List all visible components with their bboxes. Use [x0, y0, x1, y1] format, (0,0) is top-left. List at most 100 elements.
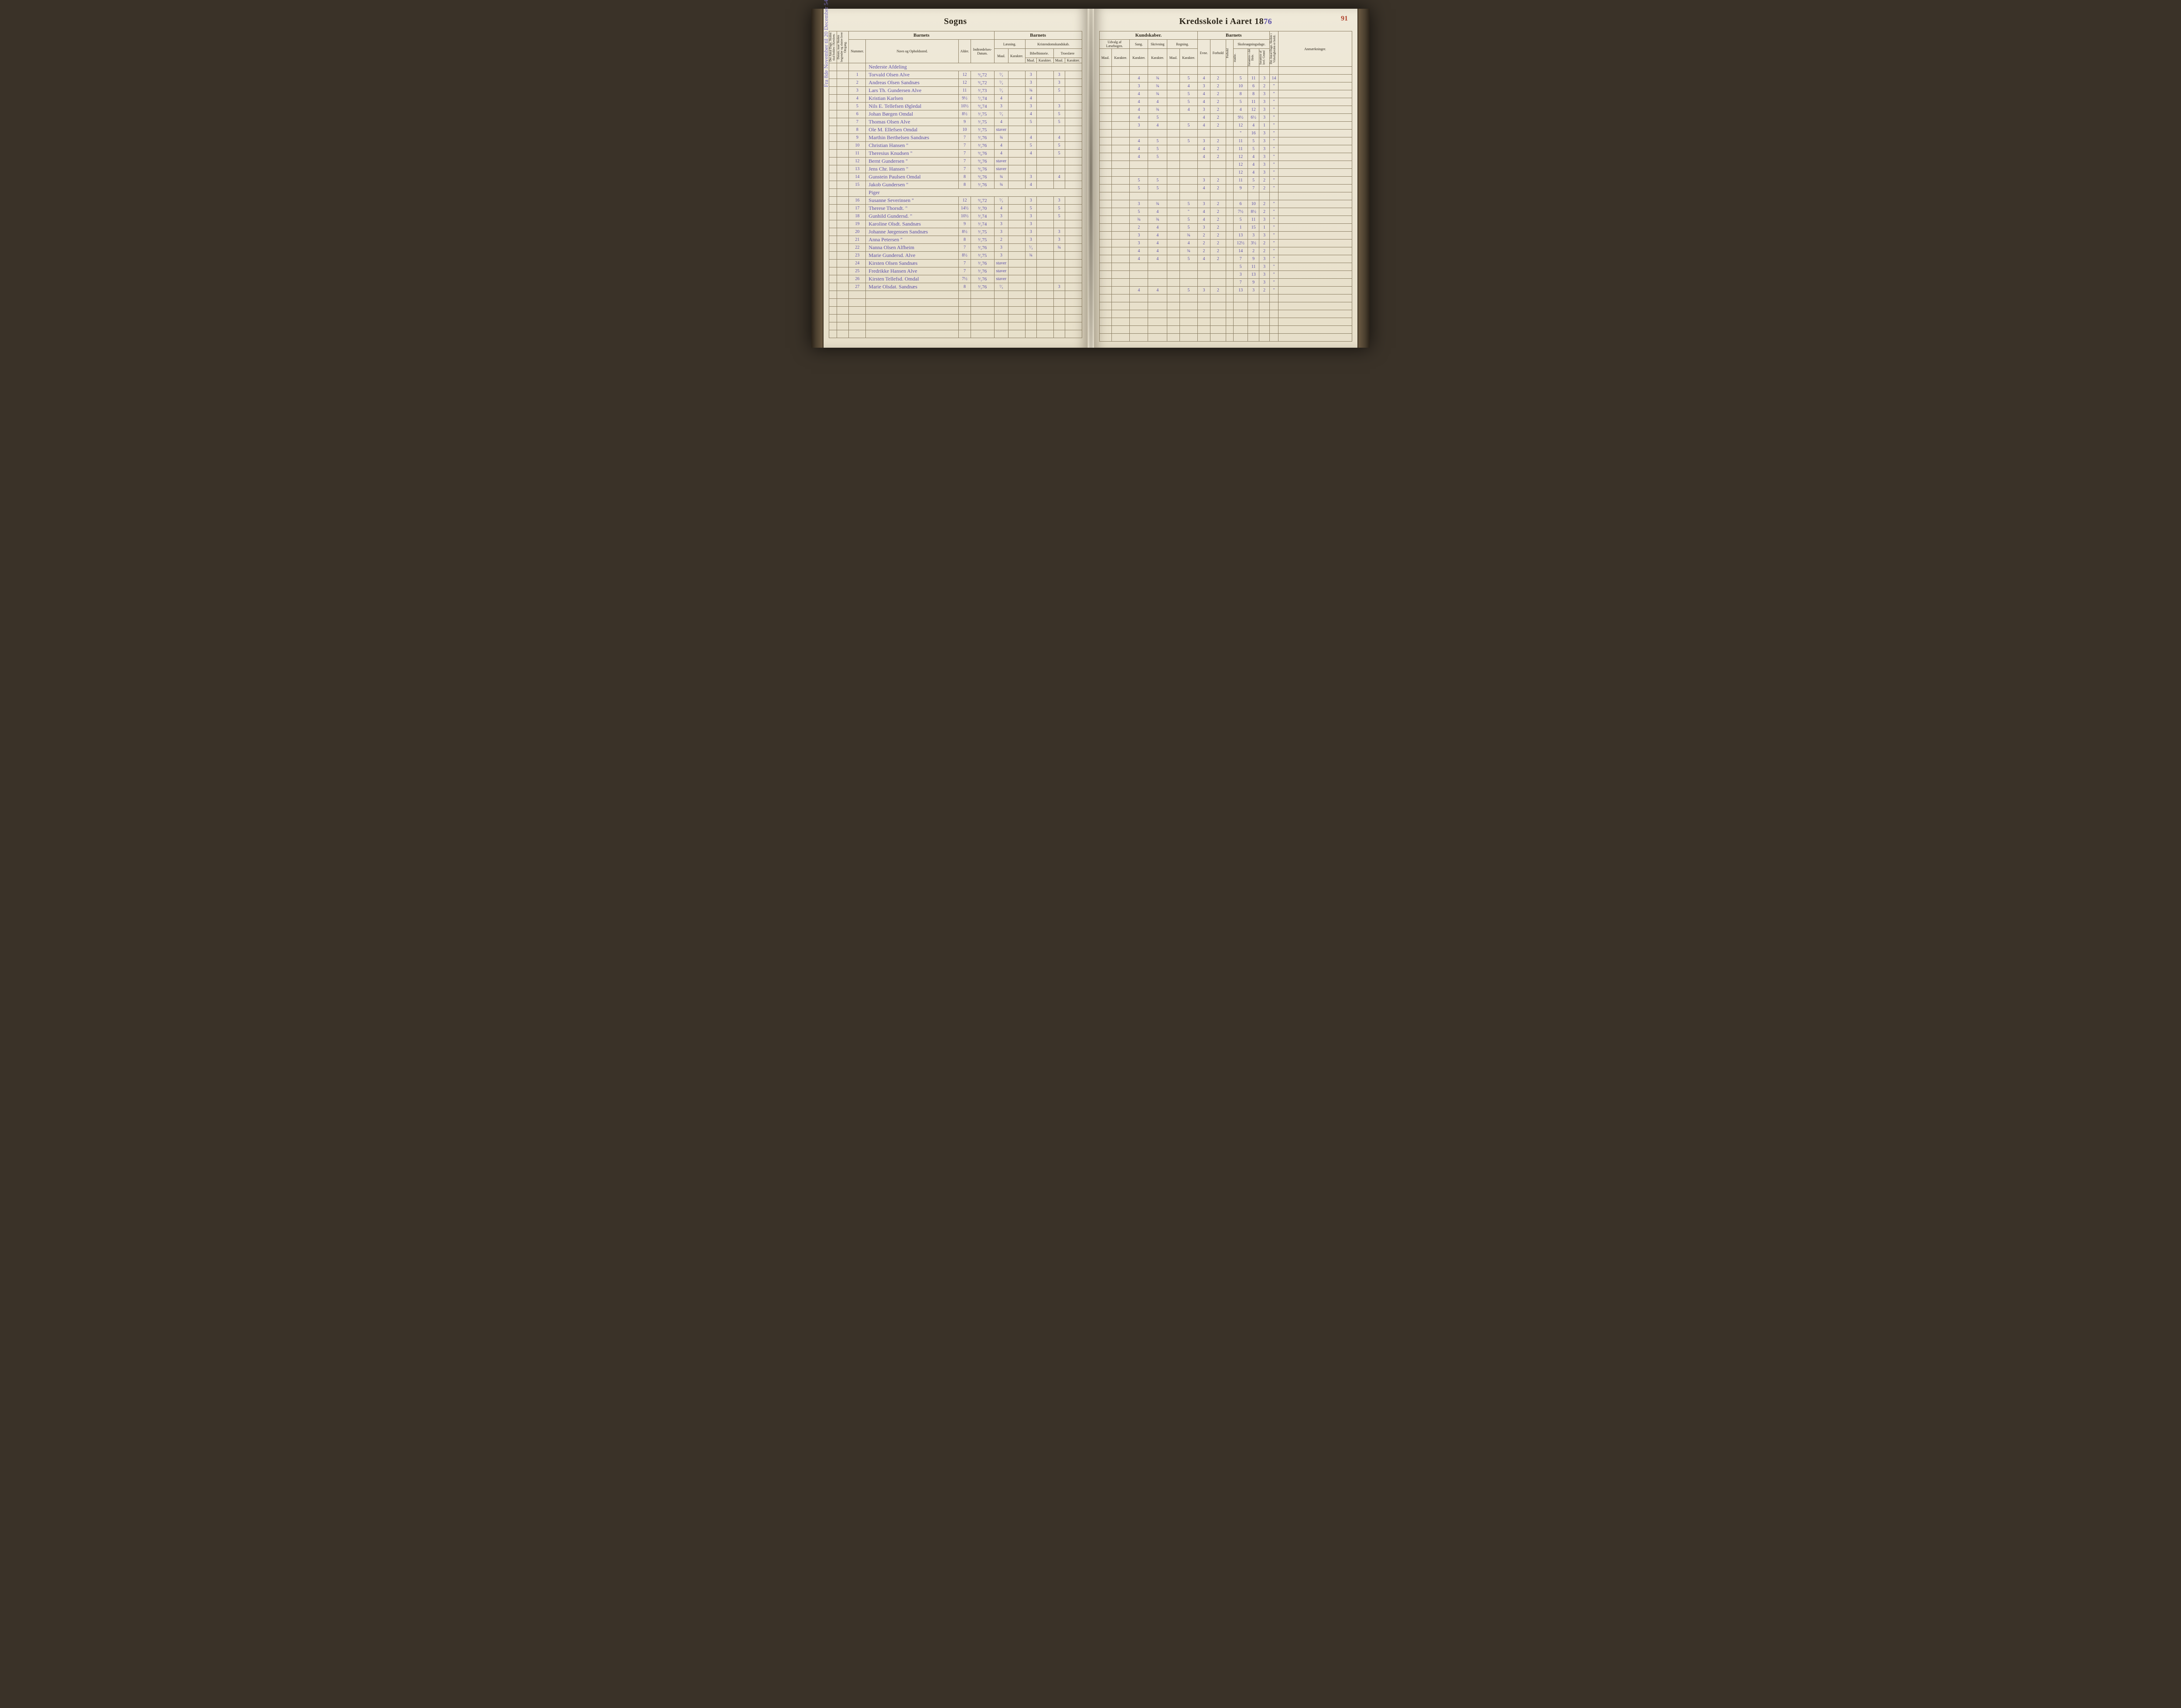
page-number: 91 [1341, 15, 1348, 23]
col-tro-maal: Maal. [1053, 58, 1065, 63]
table-row: 1243" [1099, 169, 1352, 177]
col-modte: mødte. [1234, 49, 1237, 66]
table-row [829, 307, 1082, 315]
table-row: 5Nils E. Tellefsen Øgledal10½⁹⁄₆74333 [829, 103, 1082, 110]
col-udv-maal: Maal. [1099, 49, 1111, 67]
spread: Fra 8de November til 20 December 54 Dage… [824, 9, 1357, 348]
table-row: 20Johanne Jørgensen Sandnæs8½³⁄₁75333 [829, 228, 1082, 236]
table-row: 1Torvald Olsen Alve12⁹⁄₆72⁷⁄₃33 [829, 71, 1082, 79]
table-row: 55321152" [1099, 177, 1352, 185]
table-row: 18Gunhild Gundersd. "10½³⁄₁74335 [829, 212, 1082, 220]
col-anm: Anmærkninger. [1278, 31, 1352, 67]
table-row: 4¾542883" [1099, 90, 1352, 98]
table-row: ¾¾5425113" [1099, 216, 1352, 224]
table-row: 10Christian Hansen "7³⁄₁76455 [829, 142, 1082, 150]
table-row [1099, 67, 1352, 75]
table-row: 2Andreas Olsen Sandnæs12⁹⁄₆72⁷⁄₃33 [829, 79, 1082, 87]
table-row: 44¾221422" [1099, 247, 1352, 255]
table-row: 6Johan Børgen Omdal8½³⁄₁75⁷⁄₃45 [829, 110, 1082, 118]
table-row: 23Marie Gundersd. Alve8½³⁄₁753¾ [829, 252, 1082, 260]
col-fors-hele: forsømte i det Hele. [1248, 49, 1255, 66]
table-row: 455321153" [1099, 137, 1352, 145]
col-regning: Regning. [1167, 40, 1198, 49]
table-row: 7Thomas Olsen Alve9³⁄₁75455 [829, 118, 1082, 126]
table-row: 3442212½3½2" [1099, 240, 1352, 247]
col-bib-kar: Karakter. [1036, 58, 1053, 63]
table-row [1099, 302, 1352, 310]
col-forhold: Forhold [1210, 40, 1226, 67]
table-row [829, 315, 1082, 322]
section-heading-row: Piger [829, 189, 1082, 197]
col-datum: Datum, naar Skolen begynder og slutter h… [837, 31, 847, 63]
table-row [829, 291, 1082, 299]
table-row: 19Karoline Olsdt. Sandnæs9³⁄₁7433 [829, 220, 1082, 228]
table-row: 3¾4321062" [1099, 82, 1352, 90]
table-row: 45429½6½3" [1099, 114, 1352, 122]
table-row: 15Jakob Gundersen "8³⁄₁76¾4 [829, 181, 1082, 189]
page-title-left: Sogns [829, 17, 1082, 27]
table-row: 9Marthin Berthelsen Sandnæs7³⁄₁76¾44 [829, 134, 1082, 142]
table-row: 25Fredrikke Hansen Alve7³⁄₁76staver [829, 267, 1082, 275]
table-row [1099, 192, 1352, 200]
table-row: 4¾4324123" [1099, 106, 1352, 114]
table-row [829, 299, 1082, 307]
header-barnets-2: Barnets [994, 31, 1082, 40]
table-row: 27Marie Olsdat. Sandnæs8³⁄₁76⁷⁄₃3 [829, 283, 1082, 291]
col-skriv-kar: Karakter. [1148, 49, 1167, 67]
table-row: 13Jens Chr. Hansen "7⁹⁄₆76staver [829, 165, 1082, 173]
table-row: "163" [1099, 130, 1352, 137]
table-row: 245321151" [1099, 224, 1352, 232]
page-title-right: Kredsskole i Aaret 1876 [1099, 17, 1353, 27]
table-row: 5113" [1099, 263, 1352, 271]
col-udvalg: Udvalg af Læsebogen. [1099, 40, 1130, 49]
page-stack-left [811, 9, 824, 348]
table-row: 21Anna Petersen "8³⁄₁75233 [829, 236, 1082, 244]
table-row: 445321332" [1099, 287, 1352, 294]
col-antal-dage: Det Antal Dage, Skolen skal holdes i Kre… [829, 31, 836, 63]
table-row: 3¾5326102" [1099, 200, 1352, 208]
table-row: 26Kirsten Tellefsd. Omdal7½³⁄₁76staver [829, 275, 1082, 283]
table-row: 4Kristian Karlsen9½⁷⁄₁7444 [829, 95, 1082, 103]
right-page: 91 Kredsskole i Aaret 1876 Kundskaber. B… [1094, 9, 1358, 348]
col-nummer: Nummer. [849, 40, 866, 63]
col-bibel: Bibelhistorie. [1025, 49, 1053, 58]
col-alder: Alder. [959, 40, 971, 63]
table-row [829, 330, 1082, 338]
table-row: 793" [1099, 279, 1352, 287]
col-skriv: Skrivning [1148, 40, 1167, 49]
col-forhold2: Forhold [1226, 41, 1230, 65]
table-row [1099, 318, 1352, 326]
table-row: 3133" [1099, 271, 1352, 279]
table-row: 3Lars Th. Gundersen Alve11³⁄₁73⁷⁄₃¾5 [829, 87, 1082, 95]
col-kristendom: Kristendomskundskab. [1025, 40, 1082, 49]
col-reg-maal: Maal. [1167, 49, 1179, 67]
table-row [1099, 326, 1352, 334]
table-row: 4¾542511314 [1099, 75, 1352, 82]
col-virk: Det Antal Dage, Skolen i Virkeligheden e… [1270, 33, 1276, 65]
table-row: 45421153" [1099, 145, 1352, 153]
left-page: Fra 8de November til 20 December 54 Dage… [824, 9, 1088, 348]
year-suffix: 76 [1264, 17, 1272, 26]
col-reg-kar: Karakter. [1179, 49, 1198, 67]
section-heading-row: Nederste Afdeling [829, 63, 1082, 71]
header-barnets-3: Barnets [1198, 31, 1270, 40]
table-row: 11Theresius Knudsen "7⁹⁄₆76445 [829, 150, 1082, 157]
table-row: 14Gunstein Paulsen Omdal8⁹⁄₆76¾34 [829, 173, 1082, 181]
table-row: 17Therese Thorsdt. "14½³⁄₁70455 [829, 205, 1082, 212]
col-sang: Sang. [1130, 40, 1148, 49]
table-row: 54"427½8½2" [1099, 208, 1352, 216]
col-evne: Evne. [1198, 40, 1210, 67]
table-row: 1243" [1099, 161, 1352, 169]
table-row: 8Ole M. Ellefsen Omdal10³⁄₁75staver [829, 126, 1082, 134]
title-right-prefix: Kredsskole i Aaret 18 [1179, 17, 1264, 26]
col-sang-kar: Karakter. [1130, 49, 1148, 67]
col-laes-kar: Karakter. [1008, 49, 1025, 63]
table-row: 16Susanne Severinsen "12⁹⁄₆72⁷⁄₃33 [829, 197, 1082, 205]
table-row [829, 322, 1082, 330]
table-row: 45421243" [1099, 153, 1352, 161]
ledger-table-right: Kundskaber. Barnets Det Antal Dage, Skol… [1099, 31, 1353, 342]
col-laesning: Læsning. [994, 40, 1025, 49]
table-row: 44542793" [1099, 255, 1352, 263]
col-udv-kar: Karakter. [1111, 49, 1130, 67]
table-row [1099, 334, 1352, 342]
